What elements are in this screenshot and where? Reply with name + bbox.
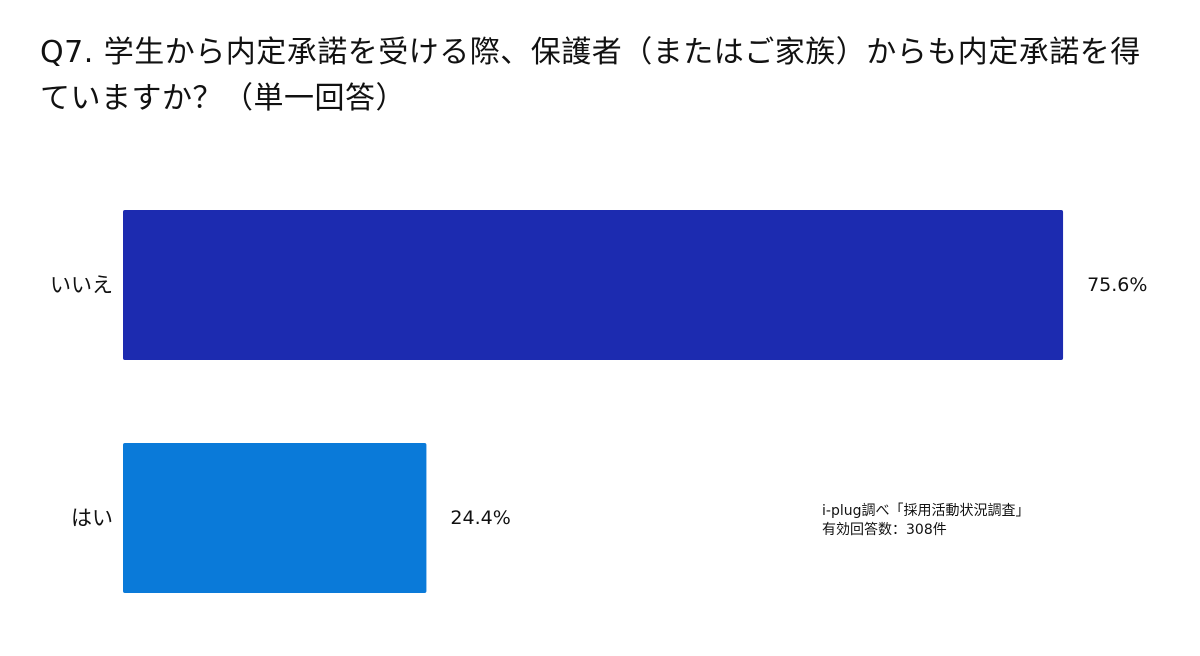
source-note: i-plug調べ「採用活動状況調査」 有効回答数：308件	[822, 502, 1029, 540]
chart-title: Q7. 学生から内定承諾を受ける際、保護者（またはご家族）からも内定承諾を得てい…	[40, 35, 1141, 116]
value-label-1: 24.4%	[450, 507, 510, 529]
bar-0	[123, 210, 1064, 360]
category-label-1: はい	[71, 506, 113, 530]
bar-1	[123, 443, 427, 593]
source-line-2: 有効回答数：308件	[822, 522, 947, 538]
category-label-0: いいえ	[50, 273, 113, 297]
value-label-0: 75.6%	[1087, 274, 1147, 296]
source-line-1: i-plug調べ「採用活動状況調査」	[822, 503, 1030, 519]
